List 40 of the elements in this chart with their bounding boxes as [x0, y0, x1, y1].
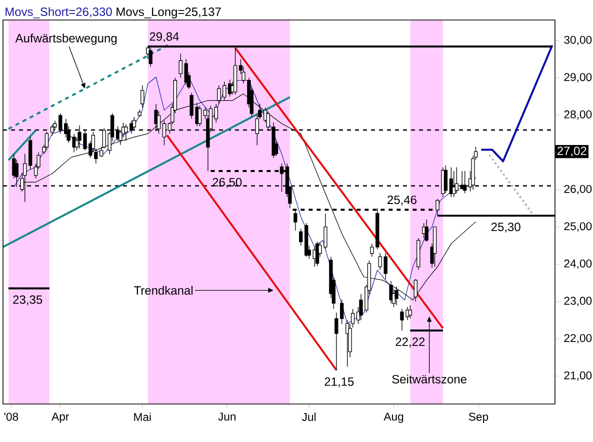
candlestick [334, 312, 338, 371]
y-tick-label: 30,00 [564, 36, 592, 46]
candlestick [424, 219, 428, 242]
candlestick [444, 165, 448, 194]
annotation: 23,35 [13, 295, 42, 306]
candlestick [350, 308, 355, 328]
y-tick-label: 22,00 [564, 334, 592, 344]
annotation: 25,30 [491, 222, 520, 233]
candlestick [299, 228, 303, 246]
text: Movs_Long=25,137 [116, 8, 221, 18]
x-tick-label: '08 [4, 412, 18, 421]
y-tick-label: 28,00 [564, 110, 592, 120]
candlestick [178, 53, 182, 78]
y-tick-label: 24,00 [564, 260, 592, 269]
annotation: Seitwärtszone [392, 374, 466, 384]
text: Movs_Short=26,330 [6, 7, 112, 18]
annotation: 22,22 [396, 337, 425, 348]
annotation: 27,02 [557, 146, 586, 157]
candlestick [408, 304, 412, 319]
candlestick [370, 243, 374, 258]
candlestick [198, 105, 202, 127]
x-tick-label: Mai [134, 412, 151, 422]
annotation: Aufwärtsbewegung [15, 34, 117, 45]
candlestick [140, 84, 144, 108]
annotation: 25,46 [388, 196, 416, 206]
x-tick-label: Apr [52, 412, 70, 423]
candlestick [214, 104, 218, 123]
annotation: 29,84 [150, 32, 179, 42]
y-tick-label: 26,00 [564, 184, 592, 194]
x-tick-label: Jul [302, 412, 316, 422]
y-tick-label: 29,00 [564, 73, 592, 82]
y-tick-label: 21,00 [564, 371, 592, 381]
y-tick-label: 23,00 [564, 296, 592, 306]
annotation: 21,15 [324, 377, 354, 388]
y-tick-label: 25,00 [564, 222, 592, 232]
annotation: Trendkanal [134, 286, 193, 295]
x-tick-label: Sep [468, 412, 488, 423]
x-tick-label: Jun [218, 412, 236, 421]
candlestick [340, 299, 344, 324]
x-tick-label: Aug [384, 412, 404, 423]
